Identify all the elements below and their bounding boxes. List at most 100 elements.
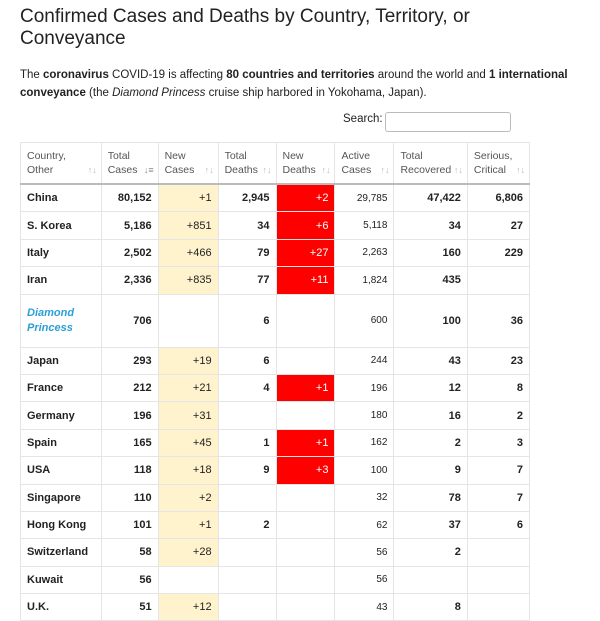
cell-critical: 8 — [466, 373, 531, 403]
column-header-active-cases[interactable]: Active Cases ↑↓ — [334, 142, 395, 185]
cell-total-cases: 2,502 — [100, 238, 159, 268]
cell-active: 600 — [334, 293, 395, 348]
cell-country: China — [20, 183, 102, 213]
cell-new-cases: +851 — [157, 211, 219, 240]
column-header-total-cases[interactable]: Total Cases ↓≡ — [100, 142, 159, 185]
search-label: Search: — [343, 113, 383, 125]
sort-icon: ↑↓ — [262, 165, 272, 175]
search-input[interactable] — [385, 112, 511, 132]
cell-country: S. Korea — [20, 211, 102, 240]
cell-active: 100 — [334, 456, 395, 485]
cell-country: Spain — [20, 428, 102, 458]
cell-recovered: 100 — [393, 293, 468, 348]
table-row: France 212 +21 4 +1 196 12 8 — [20, 373, 531, 403]
cell-critical — [466, 538, 531, 567]
cell-total-cases: 196 — [100, 401, 159, 430]
cell-recovered: 16 — [393, 401, 468, 430]
cell-critical: 3 — [466, 428, 531, 458]
column-header-label: Cases — [107, 164, 138, 176]
cell-new-cases: +18 — [157, 456, 219, 485]
column-header-total-recovered[interactable]: Total Recovered ↑↓ — [393, 142, 468, 185]
sort-icon: ↑↓ — [516, 165, 525, 175]
table-row: Switzerland 58 +28 56 2 — [20, 538, 531, 567]
cell-total-deaths: 6 — [217, 293, 277, 348]
cell-critical — [466, 593, 531, 621]
search-box: Search: — [343, 112, 511, 132]
cell-new-cases: +31 — [157, 401, 219, 430]
cell-total-cases: 51 — [100, 593, 159, 621]
cell-critical — [466, 565, 531, 595]
column-header-label: Total — [400, 150, 423, 162]
cell-critical: 36 — [466, 293, 531, 348]
cell-country: Switzerland — [20, 538, 102, 567]
column-header-country[interactable]: Country, Other ↑↓ — [20, 142, 102, 185]
cell-recovered: 2 — [393, 428, 468, 458]
cell-country: Hong Kong — [20, 510, 102, 540]
cell-new-deaths — [275, 293, 336, 348]
table-row: U.K. 51 +12 43 8 — [20, 593, 531, 621]
cell-total-cases: 165 — [100, 428, 159, 458]
column-header-label: Total — [224, 150, 247, 162]
cell-active: 62 — [334, 510, 395, 540]
cell-recovered: 160 — [393, 238, 468, 268]
column-header-serious-critical[interactable]: Serious, Critical ↑↓ — [466, 142, 531, 185]
column-header-label: Serious, — [473, 150, 513, 162]
table-body: China 80,152 +1 2,945 +2 29,785 47,422 6,806 S. … — [20, 183, 531, 621]
cell-critical: 7 — [466, 456, 531, 485]
cell-total-deaths — [217, 565, 277, 595]
column-header-new-deaths[interactable]: New Deaths ↑↓ — [275, 142, 336, 185]
table-row: Germany 196 +31 180 16 2 — [20, 401, 531, 430]
cell-total-deaths — [217, 538, 277, 567]
cell-active: 1,824 — [334, 266, 395, 295]
cell-new-deaths: +1 — [275, 373, 336, 403]
cell-total-cases: 56 — [100, 565, 159, 595]
column-header-total-deaths[interactable]: Total Deaths ↑↓ — [217, 142, 277, 185]
cell-country: Iran — [20, 266, 102, 295]
table-row: Singapore 110 +2 32 78 7 — [20, 483, 531, 512]
column-header-new-cases[interactable]: New Cases ↑↓ — [157, 142, 219, 185]
cell-active: 196 — [334, 373, 395, 403]
column-header-label: Cases — [341, 164, 372, 176]
cell-total-deaths: 1 — [217, 428, 277, 458]
cell-country: Italy — [20, 238, 102, 268]
table-row: S. Korea 5,186 +851 34 +6 5,118 34 27 — [20, 211, 531, 240]
cell-country: Kuwait — [20, 565, 102, 595]
cell-total-cases: 101 — [100, 510, 159, 540]
cell-new-cases: +1 — [157, 510, 219, 540]
cell-country[interactable]: Diamond Princess — [20, 293, 102, 348]
cell-active: 29,785 — [334, 183, 395, 213]
cell-active: 162 — [334, 428, 395, 458]
cell-new-cases: +12 — [157, 593, 219, 621]
cell-new-cases: +2 — [157, 483, 219, 512]
cell-total-deaths — [217, 483, 277, 512]
cell-recovered: 43 — [393, 346, 468, 375]
cell-critical: 2 — [466, 401, 531, 430]
column-header-label: New — [282, 150, 304, 162]
table-row: Italy 2,502 +466 79 +27 2,263 160 229 — [20, 238, 531, 268]
column-header-label: New — [164, 150, 186, 162]
table-row: USA 118 +18 9 +3 100 9 7 — [20, 456, 531, 485]
cell-total-deaths: 4 — [217, 373, 277, 403]
cell-country: U.K. — [20, 593, 102, 621]
cell-country: USA — [20, 456, 102, 485]
cell-country: Singapore — [20, 483, 102, 512]
cell-recovered — [393, 565, 468, 595]
table-row: Iran 2,336 +835 77 +11 1,824 435 — [20, 266, 531, 295]
cell-new-cases: +835 — [157, 266, 219, 295]
cell-new-cases: +19 — [157, 346, 219, 375]
cell-new-deaths: +27 — [275, 238, 336, 268]
cell-critical: 6,806 — [466, 183, 531, 213]
cell-active: 43 — [334, 593, 395, 621]
table-row: Diamond Princess 706 6 600 100 36 — [20, 293, 531, 348]
sort-icon: ↑↓ — [204, 165, 214, 175]
cell-new-cases — [157, 565, 219, 595]
sort-icon: ↑↓ — [453, 165, 463, 175]
table-header-row: Country, Other ↑↓ Total Cases ↓≡ New Cases ↑↓ Tot… — [20, 142, 531, 185]
table-row: Hong Kong 101 +1 2 62 37 6 — [20, 510, 531, 540]
cell-country: France — [20, 373, 102, 403]
cell-total-cases: 5,186 — [100, 211, 159, 240]
cell-new-deaths: +3 — [275, 456, 336, 485]
column-header-label: Deaths — [224, 164, 258, 176]
cell-active: 56 — [334, 538, 395, 567]
cell-active: 244 — [334, 346, 395, 375]
